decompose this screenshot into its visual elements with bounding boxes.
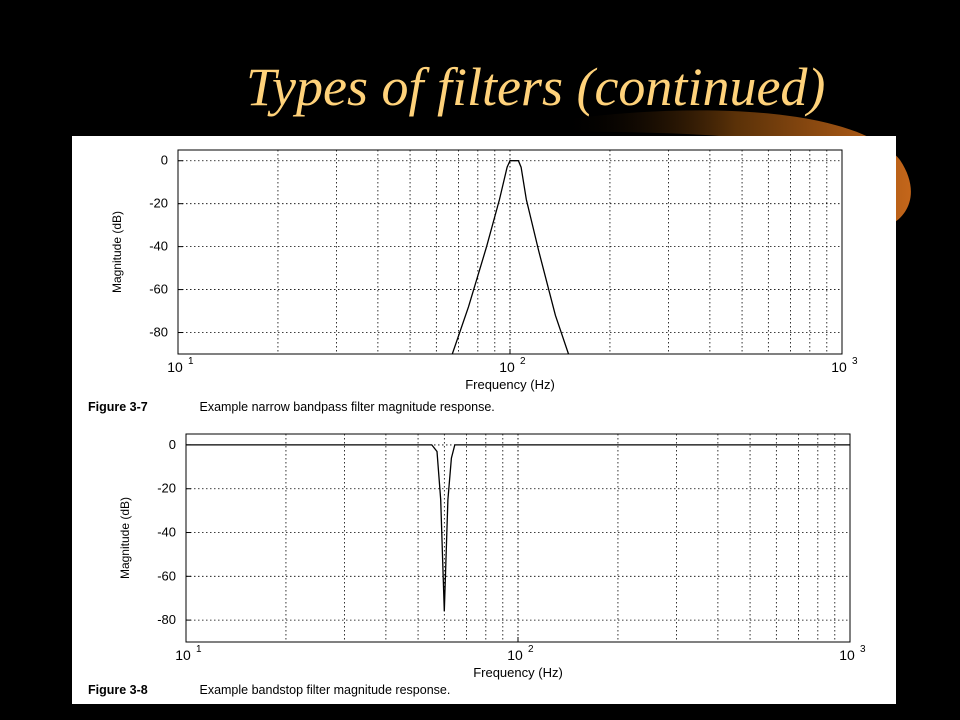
y-axis-label: Magnitude (dB) (110, 211, 124, 293)
figure-caption-text: Example narrow bandpass filter magnitude… (199, 400, 495, 414)
y-tick-label: -60 (149, 282, 168, 297)
y-tick-label: 0 (169, 437, 176, 452)
slide-title: Types of filters (continued) (246, 57, 826, 117)
x-tick-exponent: 3 (860, 644, 866, 655)
x-tick-label: 10 (831, 359, 847, 375)
x-tick-exponent: 2 (520, 356, 526, 367)
figure-caption-2: Figure 3-8 Example bandstop filter magni… (88, 683, 450, 697)
x-tick-label: 10 (839, 647, 855, 663)
bandpass-chart: 0 -20 -40 -60 -80 10 1 10 2 10 3 Frequency (Hz) Magn… (110, 149, 858, 392)
x-tick-label: 10 (175, 647, 191, 663)
y-tick-label: -80 (149, 325, 168, 340)
y-tick-label: 0 (161, 153, 168, 168)
series-line (451, 160, 570, 354)
y-tick-label: -80 (157, 612, 176, 627)
figure-caption-1: Figure 3-7 Example narrow bandpass filte… (88, 400, 495, 414)
x-tick-label: 10 (499, 359, 515, 375)
x-tick-label: 10 (167, 359, 183, 375)
y-tick-label: -20 (149, 196, 168, 211)
y-axis-label: Magnitude (dB) (118, 497, 132, 579)
figure-panel: 0 -20 -40 -60 -80 10 1 10 2 10 3 Frequency (Hz) Magn… (72, 136, 896, 704)
x-tick-exponent: 2 (528, 644, 534, 655)
figure-caption-text: Example bandstop filter magnitude respon… (199, 683, 451, 697)
series-line (186, 444, 850, 612)
bandstop-chart: 0 -20 -40 -60 -80 10 1 10 2 10 3 Frequency (Hz) Magn… (118, 433, 866, 680)
x-axis-label: Frequency (Hz) (465, 377, 555, 392)
y-tick-label: -20 (157, 481, 176, 496)
x-tick-exponent: 1 (188, 356, 194, 367)
y-tick-label: -40 (149, 239, 168, 254)
y-tick-label: -40 (157, 525, 176, 540)
y-tick-label: -60 (157, 568, 176, 583)
x-axis-label: Frequency (Hz) (473, 665, 563, 680)
x-tick-exponent: 1 (196, 644, 202, 655)
x-tick-label: 10 (507, 647, 523, 663)
x-tick-exponent: 3 (852, 356, 858, 367)
figure-label: Figure 3-7 (88, 400, 148, 414)
figure-label: Figure 3-8 (88, 683, 148, 697)
